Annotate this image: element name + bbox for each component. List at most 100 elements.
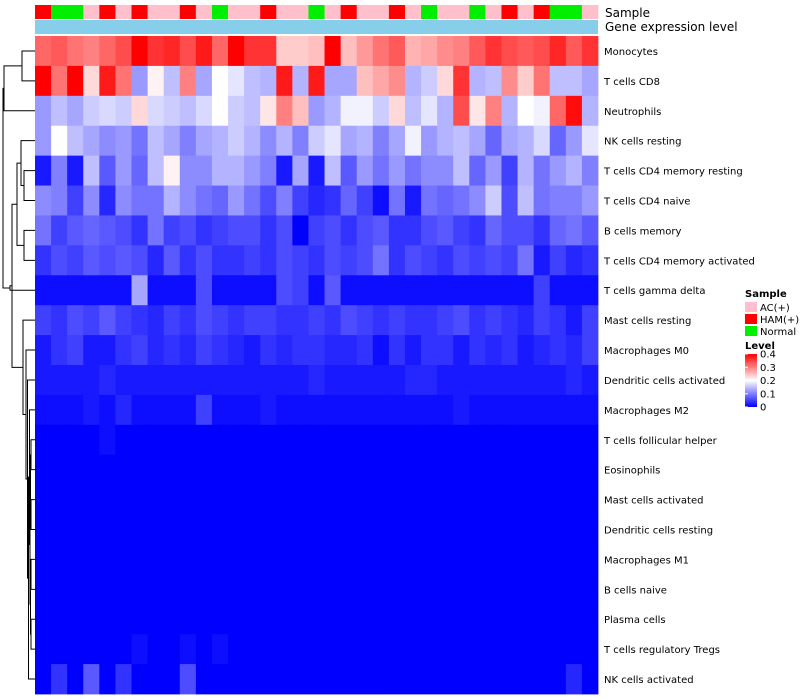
heatmap-cell (308, 155, 325, 186)
heatmap-cell (453, 305, 470, 336)
heatmap-cell (99, 514, 116, 545)
heatmap-cell (67, 514, 84, 545)
heatmap-cell (228, 305, 245, 336)
heatmap-cell (35, 394, 52, 426)
heatmap-cell (581, 604, 599, 635)
gene-expression-annotation-bar (35, 20, 598, 34)
heatmap-cell (83, 514, 100, 545)
heatmap-cell (372, 185, 390, 216)
heatmap-cell (292, 95, 309, 127)
heatmap-cell (340, 185, 358, 216)
heatmap-cell (453, 125, 470, 157)
heatmap-cell (324, 65, 342, 97)
heatmap-cell (340, 484, 358, 515)
heatmap-cell (437, 245, 454, 276)
heatmap-cell (211, 155, 229, 186)
heatmap-cell (131, 664, 148, 695)
heatmap-cell (83, 95, 100, 127)
heatmap-cell (533, 155, 551, 186)
heatmap-cell (340, 664, 358, 695)
heatmap-cell (356, 65, 374, 97)
heatmap-cell (163, 65, 181, 97)
heatmap-cell (340, 65, 358, 97)
legend-sample-entries: AC(+)HAM(+)Normal (745, 302, 799, 338)
heatmap-cell (469, 634, 486, 665)
heatmap-cell (581, 335, 599, 366)
legend-sample-title: Sample (745, 289, 787, 300)
heatmap-cell (308, 514, 325, 545)
dendrogram-branch (20, 140, 35, 187)
heatmap-cell (404, 604, 422, 635)
dendrogram-branch (30, 573, 31, 635)
heatmap-cell (260, 125, 277, 157)
heatmap-cell (324, 424, 342, 456)
heatmap-cell (35, 634, 52, 665)
heatmap-cell (533, 365, 551, 396)
heatmap-cell (581, 484, 599, 515)
heatmap-cell (195, 634, 213, 665)
heatmap-cell (404, 664, 422, 695)
heatmap-cell (115, 454, 132, 486)
heatmap-cell (179, 185, 197, 216)
row-label: T cells regulatory Tregs (603, 645, 720, 656)
heatmap-cell (501, 36, 518, 67)
heatmap-cell (115, 65, 132, 97)
heatmap-cell (469, 305, 486, 336)
heatmap-cell (292, 634, 309, 665)
sample-annotation-cell (453, 5, 470, 19)
heatmap-cell (228, 514, 245, 545)
heatmap-cell (292, 365, 309, 396)
heatmap-cell (517, 365, 535, 396)
heatmap-cell (67, 544, 84, 575)
heatmap-cell (67, 424, 84, 456)
heatmap-cell (228, 275, 245, 306)
heatmap-cell (276, 664, 293, 695)
heatmap-cell (356, 275, 374, 306)
heatmap-cell (388, 454, 406, 486)
heatmap-cell (211, 454, 229, 486)
heatmap-cell (179, 335, 197, 366)
heatmap-cell (67, 484, 84, 515)
heatmap-cell (581, 634, 599, 665)
heatmap-cell (533, 424, 551, 456)
heatmap-cell (131, 634, 148, 665)
dendrogram-branch (2, 87, 10, 289)
heatmap-cell (421, 424, 438, 456)
heatmap-cell (549, 95, 567, 127)
heatmap-cell (581, 574, 599, 605)
heatmap-cell (437, 95, 454, 127)
heatmap-cell (356, 664, 374, 695)
heatmap-cell (211, 394, 229, 426)
heatmap-cell (147, 544, 165, 575)
row-label: Neutrophils (604, 107, 661, 118)
heatmap-cell (147, 365, 165, 396)
heatmap-cell (372, 155, 390, 186)
heatmap-cell (517, 335, 535, 366)
heatmap-cell (276, 245, 293, 276)
heatmap-cell (260, 36, 277, 67)
heatmap-cell (324, 664, 342, 695)
heatmap-cell (147, 155, 165, 186)
heatmap-cell (147, 95, 165, 127)
heatmap-cell (51, 95, 68, 127)
heatmap-cell (549, 634, 567, 665)
heatmap-cell (83, 454, 100, 486)
heatmap-cell (179, 574, 197, 605)
heatmap-cell (388, 484, 406, 515)
heatmap-cell (308, 305, 325, 336)
heatmap-cell (163, 604, 181, 635)
heatmap-cell (115, 36, 132, 67)
heatmap-cell (517, 95, 535, 127)
heatmap-cell (324, 275, 342, 306)
heatmap-cell (260, 215, 277, 246)
row-label: Mast cells resting (604, 316, 691, 327)
heatmap-cell (244, 604, 261, 635)
heatmap-cell (565, 664, 583, 695)
heatmap-cell (228, 634, 245, 665)
heatmap-cell (99, 484, 116, 515)
heatmap-cell (517, 215, 535, 246)
heatmap-cell (581, 664, 599, 695)
heatmap-cell (308, 424, 325, 456)
row-label: Macrophages M0 (604, 346, 689, 357)
heatmap-cell (195, 36, 213, 67)
